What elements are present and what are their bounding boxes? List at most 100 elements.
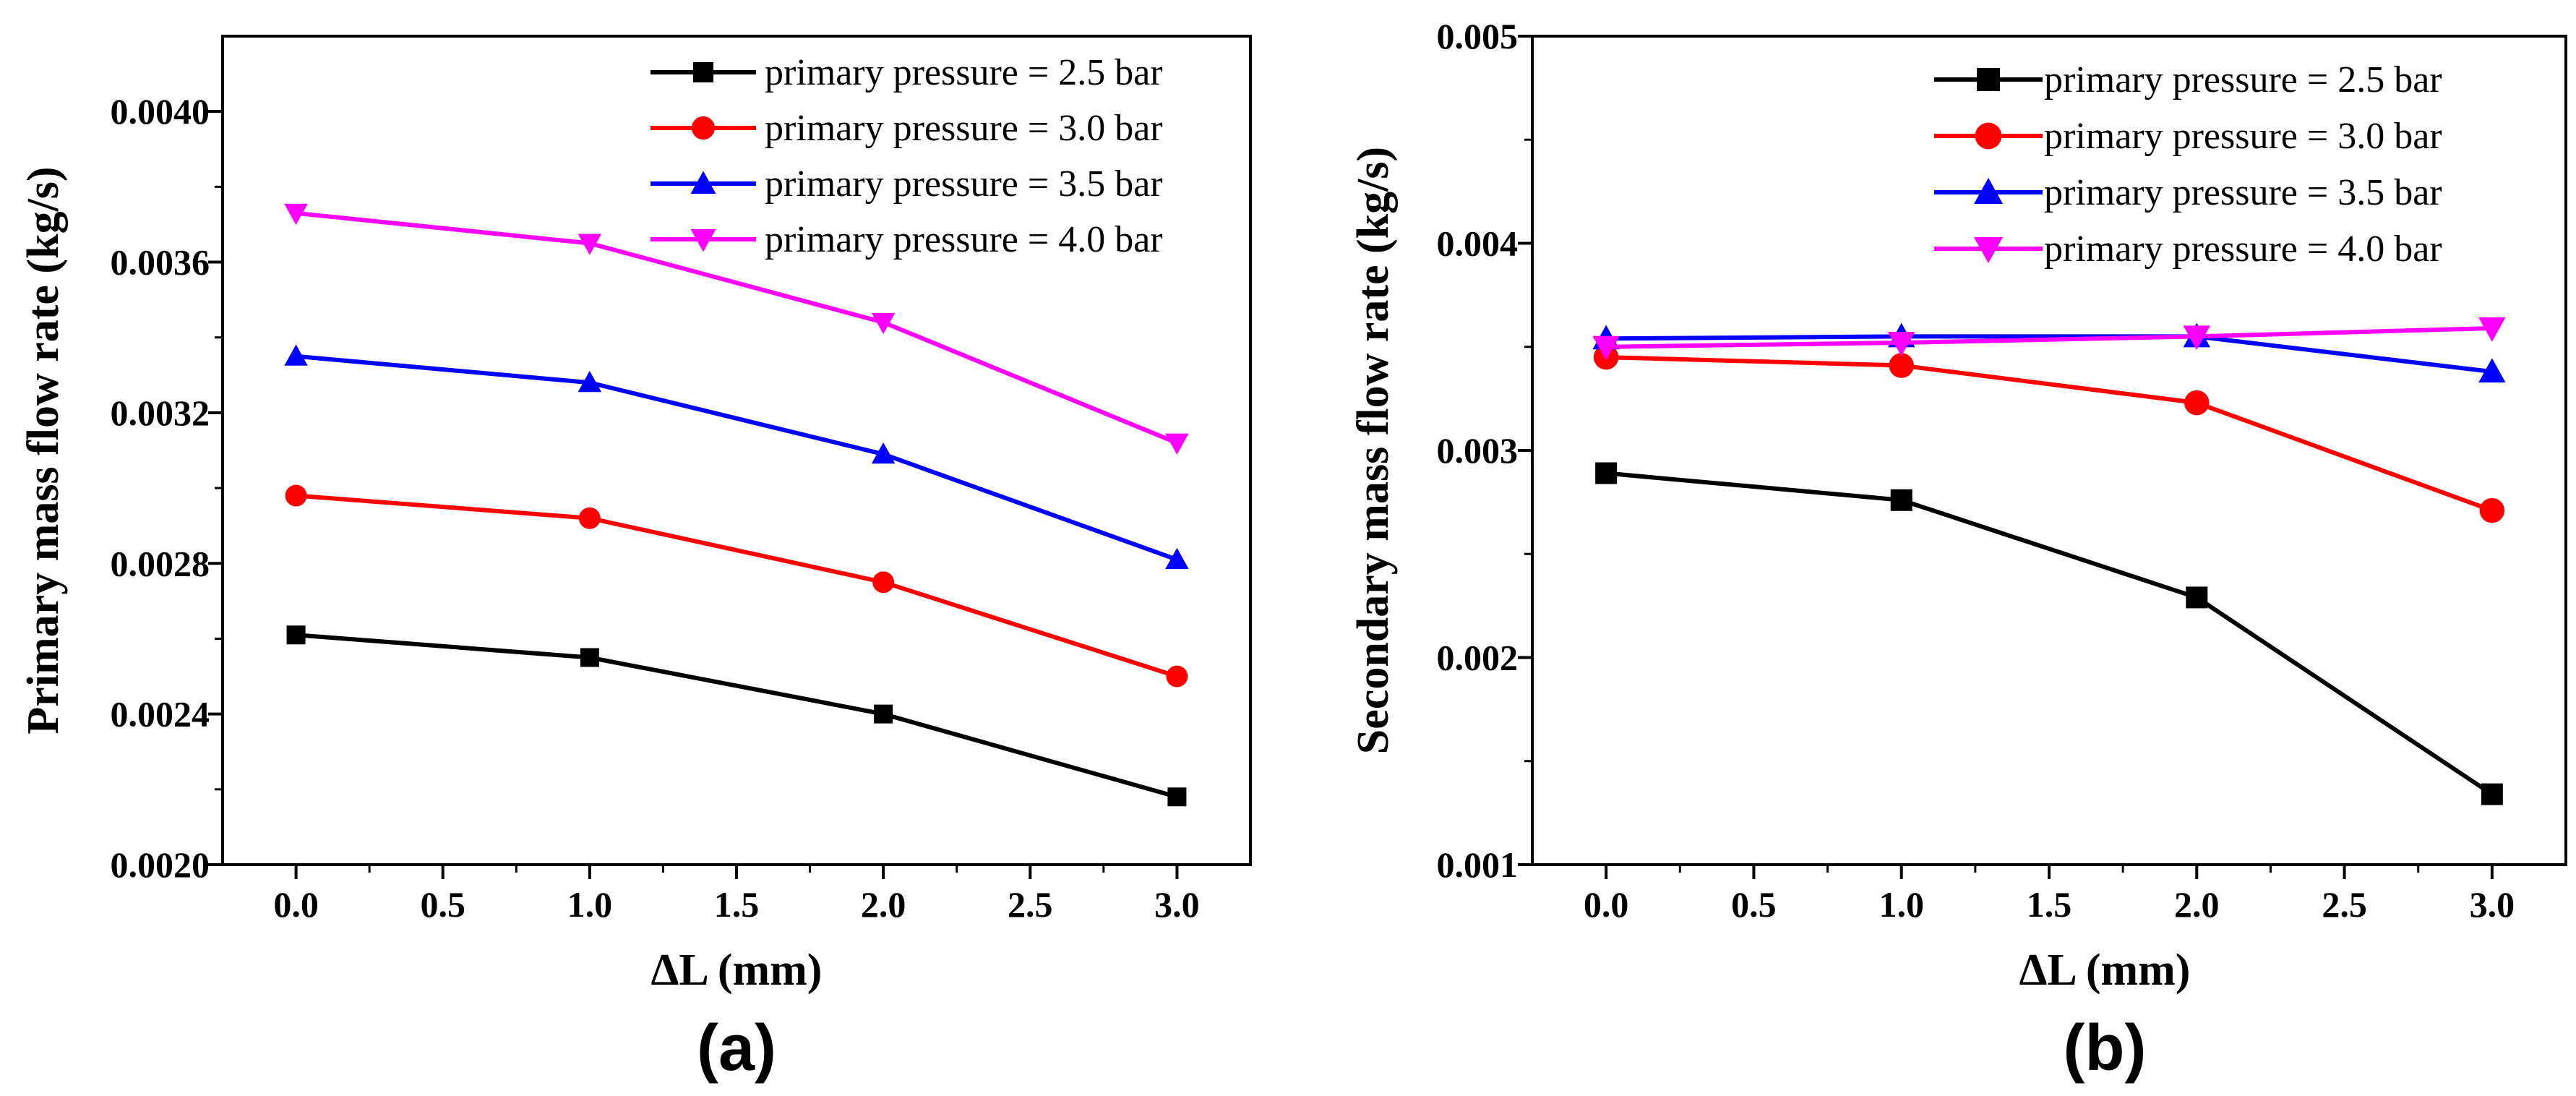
y-tick-label: 0.002 [1437,638,1519,678]
x-tick-label: 2.0 [861,884,906,925]
series-line [296,493,1178,679]
legend-entry: primary pressure = 2.5 bar [1934,59,2442,100]
y-tick-label: 0.001 [1437,844,1519,885]
legend-label: primary pressure = 3.0 bar [765,108,1163,149]
y-tick-label: 0.0028 [111,543,210,583]
plot-frame [221,35,1252,866]
chart-panel-a: 0.0 0.5 1.0 1.5 2.0 2.5 3.0 0.0020 0.0024 0.0028 0… [19,35,1252,1084]
series-line [1606,355,2493,513]
x-tick-label: 2.0 [2174,884,2220,925]
data-point [578,507,601,529]
y-tick-label: 0.004 [1437,223,1519,264]
legend-entry: primary pressure = 3.0 bar [651,108,1163,149]
data-point [874,704,893,724]
series-line [1605,471,2494,797]
x-tick-label: 3.0 [2470,884,2515,925]
data-point [2481,783,2503,805]
data-point [872,571,895,594]
x-tick-label: 1.5 [2027,884,2072,925]
data-point [2479,497,2505,523]
x-tick-label: 1.5 [714,884,760,925]
data-point [1889,353,1914,378]
panel-label: (b) [2064,1012,2147,1084]
data-point [2184,390,2210,416]
legend-label: primary pressure = 2.5 bar [765,52,1163,93]
y-axis-title: Primary mass flow rate (kg/s) [19,166,68,734]
legend-label: primary pressure = 3.0 bar [2044,116,2442,157]
legend-entry: primary pressure = 3.5 bar [1934,172,2442,213]
data-point [1592,335,1620,361]
data-point [285,484,307,507]
x-tick-label: 0.0 [1584,884,1629,925]
series-4 [1592,317,2506,361]
series-line [296,210,1178,445]
x-tick-label: 3.0 [1154,884,1200,925]
data-point [578,370,602,393]
y-tick-label: 0.0036 [111,242,210,283]
y-tick-label: 0.0040 [111,91,210,132]
x-tick-label: 0.0 [273,884,319,925]
y-axis-title: Secondary mass flow rate (kg/s) [1349,147,1398,754]
data-point [284,344,308,366]
legend-entry: primary pressure = 3.0 bar [1934,116,2442,157]
legend-marker [1974,237,2003,263]
series-2 [1593,344,2505,523]
y-tick-label: 0.0020 [111,844,210,885]
legend-marker [1977,68,2000,91]
x-tick-label: 1.0 [1879,884,1924,925]
data-point [871,442,896,464]
legend-label: primary pressure = 2.5 bar [2044,59,2442,100]
y-tick-label: 0.0024 [111,694,210,735]
data-point [1165,547,1189,570]
legend-entry: primary pressure = 4.0 bar [651,219,1163,260]
legend-marker [693,62,713,82]
data-point [1595,462,1618,484]
legend-label: primary pressure = 4.0 bar [765,219,1163,260]
x-tick-label: 2.5 [1008,884,1053,925]
data-point [580,648,599,667]
series-2 [285,484,1188,688]
series-line [296,354,1178,562]
x-axis-title: ΔL (mm) [651,946,823,995]
data-point [2183,325,2211,351]
x-axis-title: ΔL (mm) [2019,946,2191,995]
legend-entry: primary pressure = 3.5 bar [651,163,1163,205]
legend-label: primary pressure = 3.5 bar [765,163,1163,205]
x-tick-label: 2.5 [2322,884,2367,925]
y-tick-label: 0.0032 [111,393,210,433]
legend-label: primary pressure = 3.5 bar [2044,172,2442,213]
series-line [1606,334,2493,374]
chart-panel-b: 0.0 0.5 1.0 1.5 2.0 2.5 3.0 0.001 0.002 0.003 0.00… [1349,16,2567,1084]
x-tick-label: 1.0 [567,884,613,925]
x-tick-label: 0.5 [1731,884,1777,925]
data-point [1166,665,1188,688]
data-point [286,625,306,645]
series-3 [284,344,1189,570]
series-line [1606,325,2492,349]
y-tick-label: 0.005 [1437,16,1519,56]
data-point [578,234,602,255]
legend-label: primary pressure = 4.0 bar [2044,228,2442,270]
data-point [871,312,896,335]
data-point [1887,332,1915,356]
series-4 [284,203,1189,455]
data-point [2478,358,2506,383]
data-point [1167,787,1187,807]
data-point [1165,433,1189,455]
legend-entry: primary pressure = 2.5 bar [651,52,1163,93]
legend-marker [690,171,716,194]
panel-label: (a) [697,1012,776,1084]
legend-marker [1975,122,2002,150]
series-1 [1595,462,2503,805]
x-tick-label: 0.5 [420,884,465,925]
data-point [2186,586,2208,609]
legend-marker [1974,178,2003,204]
legend-marker [690,229,716,252]
legend-marker [691,116,716,140]
y-tick-label: 0.003 [1437,430,1519,471]
series-line [296,633,1178,800]
data-point [2478,317,2506,342]
series-1 [286,625,1187,807]
legend-entry: primary pressure = 4.0 bar [1934,228,2442,270]
